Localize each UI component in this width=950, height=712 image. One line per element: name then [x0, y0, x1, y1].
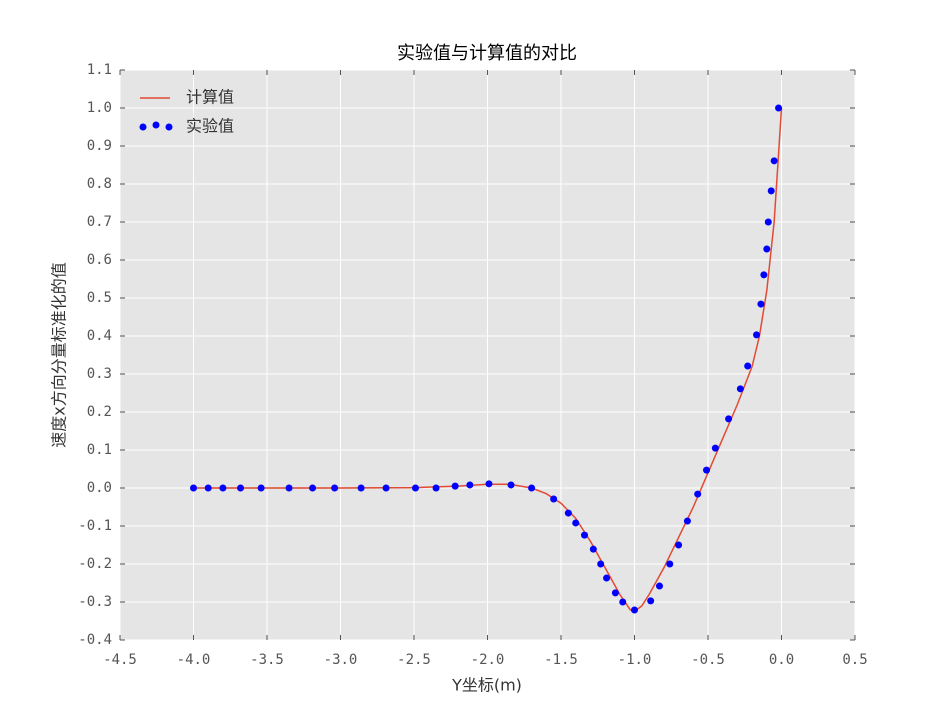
y-tick-label: 0.4: [87, 328, 112, 344]
legend-label: 计算值: [186, 88, 234, 107]
scatter-point: [507, 481, 515, 489]
scatter-point: [432, 484, 440, 492]
scatter-point: [581, 531, 589, 539]
scatter-point: [564, 509, 572, 517]
legend-marker: [165, 123, 173, 131]
scatter-point: [411, 484, 419, 492]
scatter-point: [736, 385, 744, 393]
scatter-point: [725, 415, 733, 423]
legend-label: 实验值: [186, 117, 234, 136]
scatter-point: [757, 300, 765, 308]
y-axis-label: 速度x方向分量标准化的值: [50, 262, 69, 447]
scatter-point: [753, 331, 761, 339]
scatter-point: [770, 157, 778, 165]
scatter-point: [631, 606, 638, 614]
scatter-point: [451, 482, 459, 490]
scatter-point: [775, 104, 783, 112]
scatter-point: [764, 218, 772, 226]
y-tick-label: 0.2: [87, 404, 112, 420]
scatter-point: [257, 484, 265, 492]
scatter-point: [309, 484, 317, 492]
legend-marker: [152, 121, 160, 129]
scatter-point: [767, 187, 775, 195]
scatter-point: [647, 597, 655, 605]
scatter-point: [694, 490, 702, 498]
scatter-point: [603, 574, 611, 582]
scatter-point: [190, 484, 197, 492]
y-tick-label: 0.0: [87, 480, 112, 496]
y-tick-label: -0.2: [78, 556, 112, 572]
chart-title: 实验值与计算值的对比: [397, 43, 577, 64]
scatter-point: [763, 245, 771, 253]
x-tick-label: -2.0: [471, 652, 505, 668]
scatter-point: [611, 589, 619, 597]
x-tick-label: -2.5: [397, 652, 431, 668]
x-axis-label: Y坐标(m): [451, 676, 522, 695]
y-tick-label: 1.0: [87, 100, 112, 116]
scatter-point: [597, 560, 605, 568]
y-tick-label: 0.7: [87, 214, 112, 230]
scatter-point: [382, 484, 390, 492]
scatter-point: [619, 598, 627, 606]
x-tick-label: -0.5: [691, 652, 725, 668]
scatter-point: [572, 519, 580, 527]
x-tick-label: -3.0: [324, 652, 358, 668]
scatter-point: [589, 545, 597, 553]
scatter-point: [528, 484, 536, 492]
y-tick-label: 1.1: [87, 62, 112, 78]
y-tick-label: 0.8: [87, 176, 112, 192]
y-tick-label: 0.5: [87, 290, 112, 306]
x-tick-label: -4.5: [103, 652, 137, 668]
scatter-point: [760, 271, 768, 279]
scatter-point: [666, 560, 674, 568]
scatter-point: [285, 484, 293, 492]
y-tick-label: 0.9: [87, 138, 112, 154]
scatter-point: [744, 362, 752, 370]
scatter-point: [331, 484, 339, 492]
scatter-point: [237, 484, 245, 492]
scatter-point: [485, 480, 493, 488]
scatter-point: [550, 495, 558, 503]
scatter-point: [204, 484, 212, 492]
x-tick-label: 0.0: [769, 652, 794, 668]
x-tick-label: -1.0: [618, 652, 652, 668]
scatter-point: [357, 484, 365, 492]
scatter-point: [683, 517, 691, 525]
y-tick-label: -0.4: [78, 632, 112, 648]
scatter-point: [711, 444, 719, 452]
x-tick-label: 0.5: [842, 652, 867, 668]
scatter-point: [219, 484, 227, 492]
y-tick-label: 0.3: [87, 366, 112, 382]
grid: [119, 69, 856, 641]
scatter-point: [675, 541, 683, 549]
scatter-point: [655, 582, 663, 590]
y-tick-label: 0.1: [87, 442, 112, 458]
x-tick-label: -1.5: [544, 652, 578, 668]
y-tick-label: -0.1: [78, 518, 112, 534]
x-tick-label: -3.5: [250, 652, 284, 668]
legend-marker: [139, 123, 147, 131]
x-tick-label: -4.0: [177, 652, 211, 668]
scatter-point: [466, 481, 474, 489]
y-tick-label: -0.3: [78, 594, 112, 610]
scatter-point: [703, 466, 711, 474]
y-tick-label: 0.6: [87, 252, 112, 268]
